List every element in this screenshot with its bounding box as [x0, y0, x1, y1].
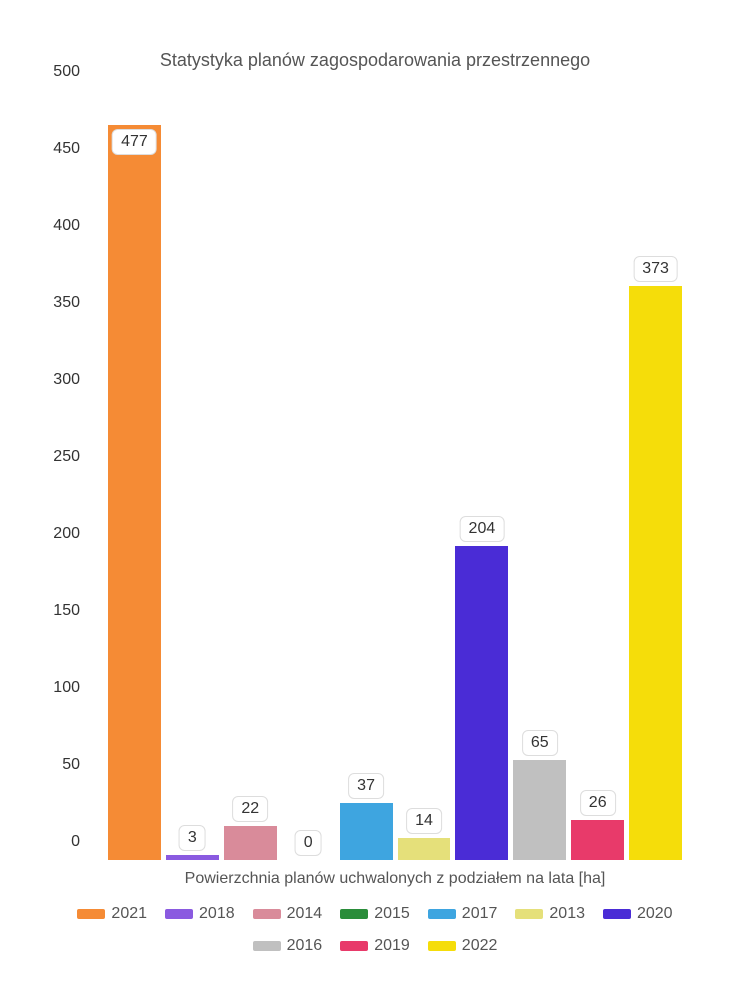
bar-2020: 204 — [455, 546, 508, 860]
legend-swatch — [515, 909, 543, 919]
y-tick: 250 — [53, 448, 80, 466]
legend-swatch — [340, 941, 368, 951]
y-tick: 200 — [53, 525, 80, 543]
chart-title: Statystyka planów zagospodarowania przes… — [0, 50, 750, 71]
bar-value-label: 204 — [460, 516, 505, 542]
legend-item-2019: 2019 — [340, 937, 410, 955]
bar-2016: 65 — [513, 760, 566, 860]
bar-slot: 477 — [108, 90, 161, 860]
y-tick: 350 — [53, 294, 80, 312]
legend-swatch — [253, 909, 281, 919]
legend-item-2017: 2017 — [428, 905, 498, 923]
x-axis-label: Powierzchnia planów uchwalonych z podzia… — [90, 870, 700, 888]
chart-container: Statystyka planów zagospodarowania przes… — [0, 0, 750, 1000]
bar-slot: 26 — [571, 90, 624, 860]
legend-label: 2015 — [374, 905, 410, 923]
y-axis: 050100150200250300350400450500 — [30, 90, 90, 860]
bar-slot: 3 — [166, 90, 219, 860]
legend-item-2020: 2020 — [603, 905, 673, 923]
bar-value-label: 3 — [179, 825, 206, 851]
bar-value-label: 26 — [580, 790, 616, 816]
bar-value-label: 22 — [232, 796, 268, 822]
legend-swatch — [340, 909, 368, 919]
bar-slot: 14 — [398, 90, 451, 860]
y-tick: 500 — [53, 63, 80, 81]
legend-label: 2021 — [111, 905, 147, 923]
legend-label: 2018 — [199, 905, 235, 923]
legend-label: 2014 — [287, 905, 323, 923]
bar-2014: 22 — [224, 826, 277, 860]
bar-value-label: 14 — [406, 808, 442, 834]
legend-item-2018: 2018 — [165, 905, 235, 923]
legend-label: 2017 — [462, 905, 498, 923]
legend-swatch — [77, 909, 105, 919]
bar-2022: 373 — [629, 286, 682, 860]
bar-value-label: 477 — [112, 129, 157, 155]
bar-2019: 26 — [571, 820, 624, 860]
bar-slot: 37 — [340, 90, 393, 860]
bar-slot: 0 — [282, 90, 335, 860]
bar-value-label: 65 — [522, 730, 558, 756]
plot-area: 477322037142046526373 — [90, 90, 700, 860]
legend-swatch — [428, 941, 456, 951]
legend-swatch — [603, 909, 631, 919]
bar-slot: 373 — [629, 90, 682, 860]
bar-value-label: 0 — [295, 830, 322, 856]
legend: 2021 2018 2014 2015 2017 2013 2020 2016 2019 2022 — [0, 905, 750, 955]
bar-slot: 22 — [224, 90, 277, 860]
bar-2018: 3 — [166, 855, 219, 860]
bars-group: 477322037142046526373 — [90, 90, 700, 860]
y-tick: 300 — [53, 371, 80, 389]
legend-label: 2020 — [637, 905, 673, 923]
y-tick: 450 — [53, 140, 80, 158]
y-tick: 400 — [53, 217, 80, 235]
legend-item-2015: 2015 — [340, 905, 410, 923]
legend-swatch — [428, 909, 456, 919]
legend-label: 2013 — [549, 905, 585, 923]
legend-item-2016: 2016 — [253, 937, 323, 955]
legend-item-2021: 2021 — [77, 905, 147, 923]
legend-swatch — [253, 941, 281, 951]
legend-swatch — [165, 909, 193, 919]
bar-slot: 65 — [513, 90, 566, 860]
bar-2017: 37 — [340, 803, 393, 860]
bar-2021: 477 — [108, 125, 161, 860]
legend-label: 2022 — [462, 937, 498, 955]
bar-value-label: 37 — [348, 773, 384, 799]
bar-slot: 204 — [455, 90, 508, 860]
y-tick: 100 — [53, 679, 80, 697]
legend-item-2014: 2014 — [253, 905, 323, 923]
legend-label: 2019 — [374, 937, 410, 955]
y-tick: 0 — [71, 833, 80, 851]
legend-label: 2016 — [287, 937, 323, 955]
legend-item-2013: 2013 — [515, 905, 585, 923]
y-tick: 50 — [62, 756, 80, 774]
bar-2013: 14 — [398, 838, 451, 860]
legend-item-2022: 2022 — [428, 937, 498, 955]
y-tick: 150 — [53, 602, 80, 620]
bar-value-label: 373 — [633, 256, 678, 282]
